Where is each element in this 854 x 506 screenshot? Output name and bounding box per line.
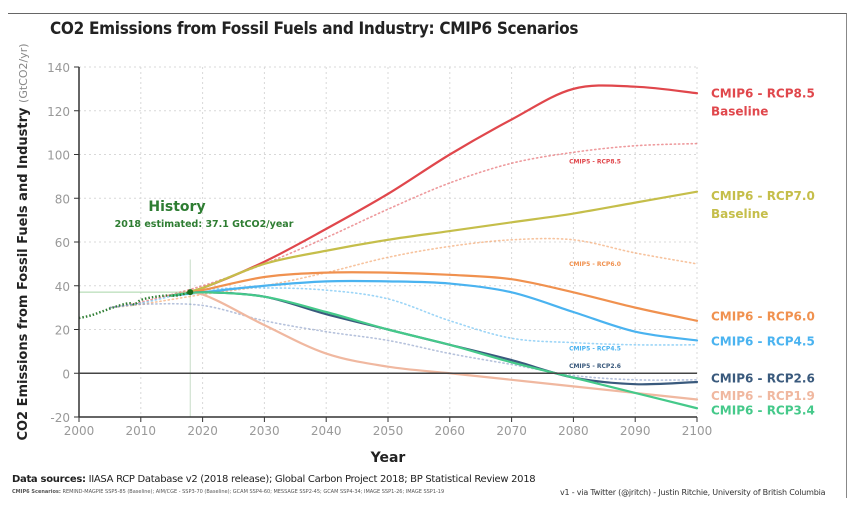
y-tick-label-140: 140 xyxy=(47,61,70,75)
line-cmip5-rcp6-0 xyxy=(109,237,698,309)
x-tick-label-2040: 2040 xyxy=(311,424,342,438)
end-label-cmip6-rcp3-4: CMIP6 - RCP3.4 xyxy=(711,403,815,417)
cmip6-series xyxy=(170,84,699,410)
end-sublabel-cmip6-rcp7-0: Baseline xyxy=(711,207,768,221)
x-tick-label-2090: 2090 xyxy=(620,424,651,438)
y-tick-label-80: 80 xyxy=(55,192,70,206)
chart-title: CO2 Emissions from Fossil Fuels and Indu… xyxy=(50,19,579,39)
credit: v1 - via Twitter (@jritch) - Justin Ritc… xyxy=(560,488,826,497)
cmip6-scenarios-text: REMIND-MAGPIE SSP5-85 (Baseline); AIM/CG… xyxy=(60,489,445,495)
line-cmip5-rcp2-6 xyxy=(109,302,698,381)
y-tick-label-0: 0 xyxy=(62,367,70,381)
chart-frame xyxy=(8,13,847,498)
history-series xyxy=(78,289,194,320)
label-cmip5-rcp2-6: CMIP5 - RCP2.6 xyxy=(569,363,621,370)
y-tick-label-60: 60 xyxy=(55,236,70,250)
x-tick-label-2080: 2080 xyxy=(558,424,589,438)
x-tick-label-2100: 2100 xyxy=(682,424,713,438)
y-tick-label-20: 20 xyxy=(55,324,70,338)
history-label: History xyxy=(148,199,205,215)
end-sublabel-cmip6-rcp8-5: Baseline xyxy=(711,104,768,118)
x-tick-label-2050: 2050 xyxy=(373,424,404,438)
label-cmip5-rcp4-5: CMIP5 - RCP4.5 xyxy=(569,345,621,352)
series-labels: CMIP6 - RCP8.5 Baseline CMIP6 - RCP7.0 Base… xyxy=(569,86,815,417)
x-tick-label-2070: 2070 xyxy=(496,424,527,438)
label-cmip5-rcp6-0: CMIP5 - RCP6.0 xyxy=(569,261,621,268)
end-label-cmip6-rcp8-5: CMIP6 - RCP8.5 xyxy=(711,86,815,100)
line-cmip6-rcp7-0 xyxy=(170,190,699,297)
line-cmip6-rcp4-5 xyxy=(170,279,699,342)
data-sources-text: IIASA RCP Database v2 (2018 release); Gl… xyxy=(85,474,536,485)
reference-lines xyxy=(79,259,191,417)
line-cmip5-rcp4-5 xyxy=(109,287,698,346)
y-axis-title-main: CO2 Emissions from Fossil Fuels and Indu… xyxy=(16,103,31,441)
x-tick-label-2000: 2000 xyxy=(64,424,95,438)
cmip6-scenarios-label: CMIP6 Scenarios: xyxy=(12,489,61,495)
x-tick-label-2030: 2030 xyxy=(249,424,280,438)
line-cmip6-rcp6-0 xyxy=(170,271,699,322)
data-sources: Data sources: IIASA RCP Database v2 (201… xyxy=(12,474,536,485)
cmip6-scenarios-note: CMIP6 Scenarios: REMIND-MAGPIE SSP5-85 (… xyxy=(12,489,444,495)
x-tick-label-2010: 2010 xyxy=(126,424,157,438)
end-label-cmip6-rcp2-6: CMIP6 - RCP2.6 xyxy=(711,372,815,386)
line-cmip6-rcp3-4 xyxy=(170,291,699,410)
y-tick-label--20: -20 xyxy=(50,411,70,425)
y-axis-title-unit: (GtCO2/yr) xyxy=(17,43,30,103)
end-label-cmip6-rcp4-5: CMIP6 - RCP4.5 xyxy=(711,335,815,349)
y-tick-label-100: 100 xyxy=(47,149,70,163)
x-tick-label-2020: 2020 xyxy=(187,424,218,438)
data-sources-label: Data sources: xyxy=(12,474,86,485)
history-2018-point xyxy=(187,289,194,296)
grid xyxy=(79,66,698,417)
history-annotation: 2018 estimated: 37.1 GtCO2/year xyxy=(115,219,294,230)
x-tick-label-2060: 2060 xyxy=(435,424,466,438)
line-history xyxy=(78,290,191,320)
label-cmip5-rcp8-5: CMIP5 - RCP8.5 xyxy=(569,158,621,165)
y-tick-label-40: 40 xyxy=(55,280,70,294)
line-cmip6-rcp1-9 xyxy=(170,291,699,401)
cmip5-series xyxy=(109,142,698,381)
end-label-cmip6-rcp6-0: CMIP6 - RCP6.0 xyxy=(711,309,815,323)
x-axis-title: Year xyxy=(370,450,406,466)
line-cmip6-rcp2-6 xyxy=(170,291,699,386)
y-axis-title: CO2 Emissions from Fossil Fuels and Indu… xyxy=(16,43,31,440)
end-label-cmip6-rcp1-9: CMIP6 - RCP1.9 xyxy=(711,389,815,403)
end-label-cmip6-rcp7-0: CMIP6 - RCP7.0 xyxy=(711,189,815,203)
y-tick-label-120: 120 xyxy=(47,105,70,119)
